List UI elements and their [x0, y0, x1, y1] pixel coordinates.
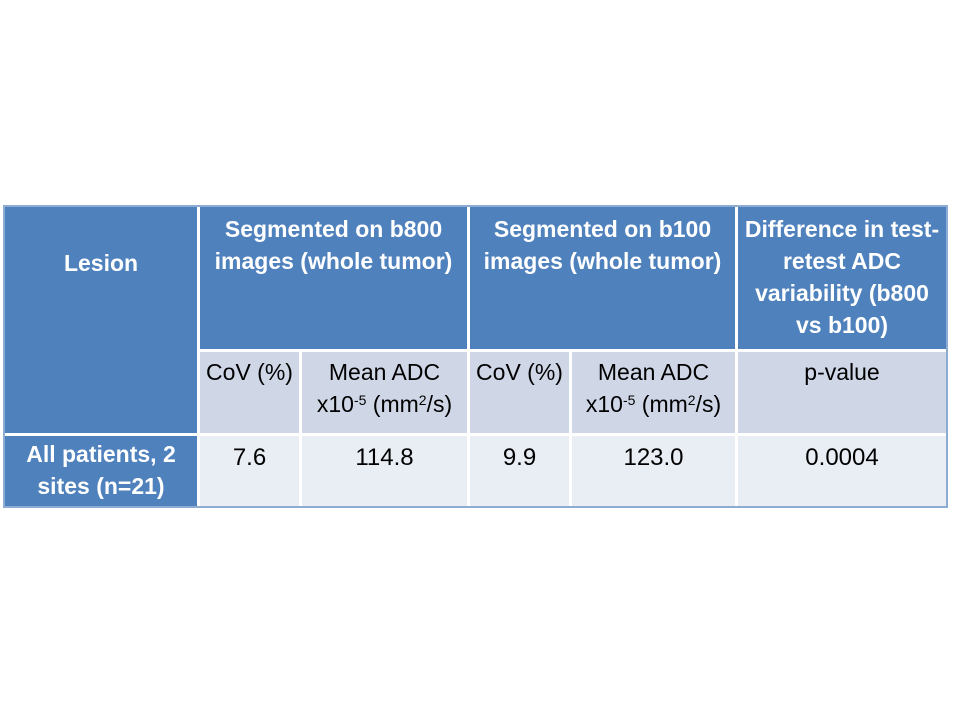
subheader-cov-b800: CoV (%) [200, 352, 299, 433]
mean-adc-unit-close: /s) [426, 391, 453, 417]
header-cell-segmented-b100: Segmented on b100 images (whole tumor) [470, 207, 735, 349]
adc-results-table: Lesion Segmented on b800 images (whole t… [3, 205, 948, 508]
data-cell-mean-adc-b800: 114.8 [302, 436, 467, 506]
mean-adc-base: x10 [316, 391, 354, 417]
mean-adc-unit-exponent: 2 [687, 392, 696, 408]
mean-adc-unit-open: (mm [366, 391, 419, 417]
mean-adc-unit-close: /s) [695, 391, 722, 417]
mean-adc-label: Mean ADC [328, 359, 441, 385]
subheader-p-value: p-value [738, 352, 946, 433]
subheader-mean-adc-b800: Mean ADC x10-5 (mm2/s) [302, 352, 467, 433]
data-cell-mean-adc-b100: 123.0 [572, 436, 735, 506]
mean-adc-label: Mean ADC [597, 359, 710, 385]
header-cell-difference: Difference in test-retest ADC variabilit… [738, 207, 946, 349]
data-cell-cov-b800: 7.6 [200, 436, 299, 506]
data-cell-cov-b100: 9.9 [470, 436, 569, 506]
mean-adc-exponent: -5 [353, 392, 367, 408]
data-cell-p-value: 0.0004 [738, 436, 946, 506]
row-header-all-patients: All patients, 2 sites (n=21) [5, 436, 197, 506]
mean-adc-unit-open: (mm [635, 391, 688, 417]
mean-adc-unit-exponent: 2 [418, 392, 427, 408]
mean-adc-base: x10 [585, 391, 623, 417]
header-cell-segmented-b800: Segmented on b800 images (whole tumor) [200, 207, 467, 349]
subheader-mean-adc-b100: Mean ADC x10-5 (mm2/s) [572, 352, 735, 433]
header-cell-lesion: Lesion [5, 207, 197, 433]
subheader-cov-b100: CoV (%) [470, 352, 569, 433]
mean-adc-exponent: -5 [622, 392, 636, 408]
